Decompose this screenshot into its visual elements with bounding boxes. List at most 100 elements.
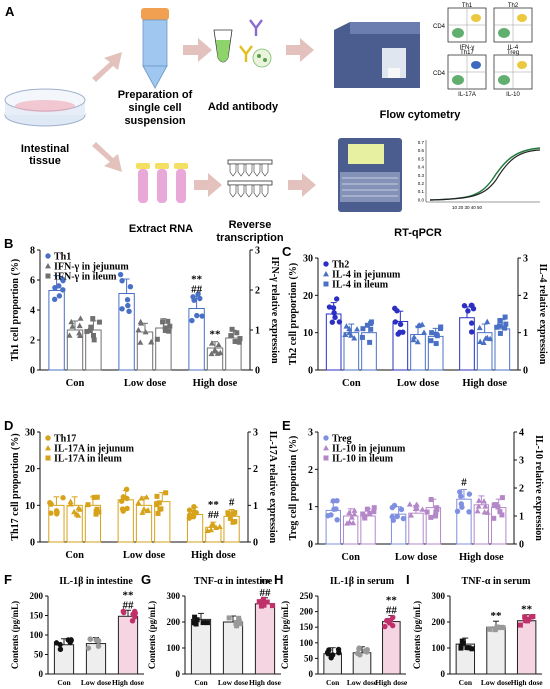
legend-label: IL-10 in ileum xyxy=(332,454,394,465)
x-tick-label: High dose xyxy=(112,678,145,687)
data-point xyxy=(428,514,434,520)
y-axis-label: Treg cell proportion (%) xyxy=(288,436,299,541)
cell-cluster xyxy=(452,28,464,38)
panel-letter: C xyxy=(282,244,292,259)
data-point xyxy=(491,515,497,521)
data-point xyxy=(487,626,493,632)
x-tick-label: High dose xyxy=(459,552,504,563)
data-point xyxy=(497,323,503,329)
data-point xyxy=(208,522,215,528)
legend-marker xyxy=(45,455,51,461)
data-point xyxy=(459,504,465,510)
y2-tick-label: 3 xyxy=(523,254,528,265)
y2-tick-label: 1 xyxy=(253,501,258,512)
data-point xyxy=(389,622,396,629)
data-point xyxy=(391,502,398,509)
significance-label: ** xyxy=(386,595,398,607)
arrow-icon xyxy=(183,38,212,62)
data-point xyxy=(256,599,262,605)
data-point xyxy=(119,306,125,312)
data-point xyxy=(88,324,94,330)
y-tick-label: 300 xyxy=(167,591,181,601)
data-point xyxy=(397,321,404,328)
y-tick-label: 6 xyxy=(30,276,35,287)
data-point xyxy=(199,313,205,319)
chart-panel-b: B 0 2 4 6 8 0 1 2 3 Th1 cell proportion (%) IFN-γ r… xyxy=(4,236,280,389)
rna-tubes-icon xyxy=(136,163,188,203)
data-point xyxy=(119,498,125,504)
data-point xyxy=(76,329,83,336)
data-point xyxy=(497,318,503,324)
data-point xyxy=(367,510,373,516)
x-tick-label: High dose xyxy=(249,678,282,687)
panel-letter: G xyxy=(141,572,151,587)
panel-letter: H xyxy=(274,572,283,587)
data-point xyxy=(400,515,407,522)
data-point xyxy=(461,303,468,309)
data-point xyxy=(60,287,66,293)
data-point xyxy=(414,338,421,345)
data-point xyxy=(125,302,131,309)
data-point xyxy=(387,617,394,624)
data-point xyxy=(264,599,270,605)
data-point xyxy=(433,513,439,519)
significance-label: ## xyxy=(191,283,203,295)
data-point xyxy=(392,319,399,325)
legend-marker xyxy=(323,281,329,287)
flow-plot-xlabel: IL-10 xyxy=(506,92,520,98)
data-point xyxy=(87,328,93,334)
y-tick-label: 200 xyxy=(167,617,181,627)
y-tick-label: 0 xyxy=(309,669,314,679)
data-point xyxy=(356,645,362,651)
data-point xyxy=(329,652,336,658)
significance-label: ** xyxy=(191,273,203,285)
data-point xyxy=(424,509,430,515)
data-point xyxy=(371,505,377,511)
data-point xyxy=(143,494,150,500)
bar xyxy=(136,331,154,371)
chart-title: IL-1β in serum xyxy=(330,576,395,587)
data-point xyxy=(332,314,338,321)
pcr-tick-label: 0.6 xyxy=(418,148,425,153)
legend-marker xyxy=(45,253,51,259)
data-point xyxy=(346,509,353,516)
data-point xyxy=(77,506,84,512)
flow-plot: Th1 CD4 IFN-γ xyxy=(433,3,487,51)
data-point xyxy=(229,326,235,332)
data-point xyxy=(410,336,417,343)
arrow-icon xyxy=(92,142,122,172)
data-point xyxy=(192,614,198,620)
data-point xyxy=(398,506,405,513)
y-axis-label: Contents (pg/mL) xyxy=(10,601,20,669)
cell-cluster xyxy=(517,61,527,69)
data-point xyxy=(237,336,243,342)
data-point xyxy=(413,501,420,507)
data-point xyxy=(126,308,132,315)
x-tick-label: Low dose xyxy=(347,678,378,687)
y-tick-label: 1 xyxy=(308,502,313,513)
data-point xyxy=(51,296,58,302)
data-point xyxy=(142,328,149,335)
panel-letter: F xyxy=(4,572,12,587)
data-point xyxy=(157,506,163,512)
step-label: RT-qPCR xyxy=(394,227,442,239)
panel-letter: B xyxy=(4,236,13,251)
x-tick-label: Con xyxy=(66,378,85,389)
data-point xyxy=(368,319,374,325)
step-label: Flow cytometry xyxy=(380,109,462,121)
y-tick-label: 0 xyxy=(308,366,313,377)
data-point xyxy=(412,505,419,512)
cell-cluster xyxy=(471,14,481,22)
flow-plot: Th2 IL-4 xyxy=(493,3,533,51)
data-point xyxy=(480,498,487,504)
flow-plot-title: Th1 xyxy=(462,3,473,9)
y2-tick-label: 0 xyxy=(253,538,258,549)
data-point xyxy=(351,511,358,517)
data-point xyxy=(60,495,66,501)
y2-tick-label: 2 xyxy=(255,286,260,297)
data-point xyxy=(208,340,215,346)
x-tick-label: Low dose xyxy=(397,378,440,389)
data-point xyxy=(135,326,142,333)
data-point xyxy=(162,327,168,333)
pcr-tick-label: 0.0 xyxy=(418,197,425,202)
